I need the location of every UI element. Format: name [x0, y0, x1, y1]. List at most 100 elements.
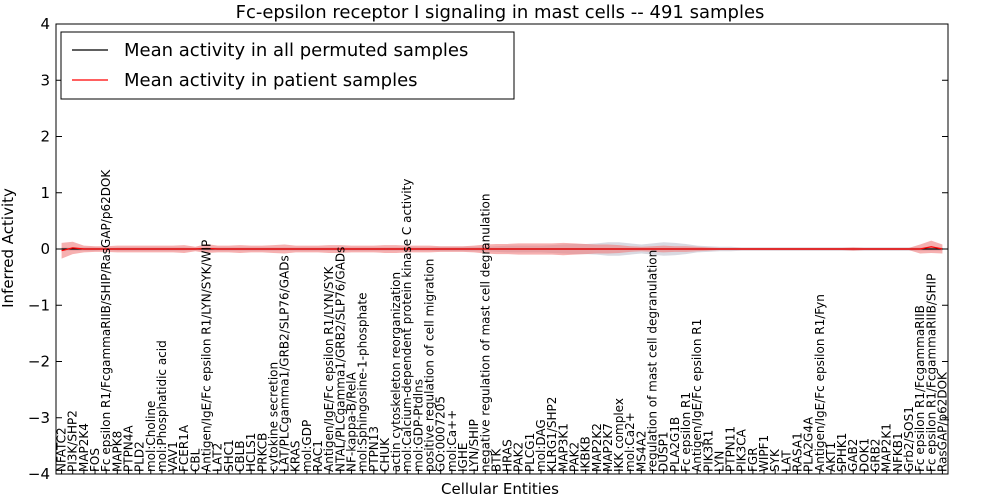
x-tick-label: GAB2: [846, 439, 860, 472]
x-tick-label: Fc epsilon R1/FcgammaRIIB/SHIP: [924, 274, 938, 472]
x-tick-label: KRAS: [289, 440, 303, 472]
series-line-1: [61, 246, 943, 252]
x-tick-label: PLA2G4A: [802, 416, 816, 472]
x-tick-label: PLA2G1B: [668, 417, 682, 472]
x-tick-label: RasGAP/p62DOK: [935, 371, 949, 472]
x-tick-label: Antigen/IgE/Fc epsilon R1/Fyn: [813, 294, 827, 472]
x-tick-label: regulation of mast cell degranulation: [646, 250, 660, 472]
x-tick-label: NF-kappa-B/RelA: [344, 371, 358, 472]
x-tick-label: NFKB1: [891, 432, 905, 472]
x-tick-label: mol:GDP: [300, 420, 314, 472]
x-tick-label: actin cytoskeleton reorganization: [389, 272, 403, 472]
x-tick-label: LYN: [712, 451, 726, 472]
x-tick-label: PIK3CA: [735, 428, 749, 472]
x-tick-label: HRAS: [501, 439, 515, 472]
x-tick-label: MS4A2: [634, 431, 648, 472]
x-tick-label: mol:Ca++: [445, 410, 459, 472]
x-tick-label: PAK2: [512, 442, 526, 472]
y-tick-label: −2: [28, 353, 50, 371]
x-tick-label: mol:DAG: [534, 419, 548, 472]
x-tick-label: IKBKB: [579, 436, 593, 472]
x-tick-label: IGHE: [456, 443, 470, 472]
x-tick-label: SYK: [768, 448, 782, 472]
x-tick-label: GRB2: [869, 438, 883, 472]
x-axis-label: Cellular Entities: [441, 480, 559, 498]
x-tick-label: PAK2: [567, 442, 581, 472]
legend-label: Mean activity in all permuted samples: [124, 40, 468, 61]
x-tick-label: MAP2K7: [601, 423, 615, 472]
x-tick-label: MAP2K4: [77, 423, 91, 472]
x-tick-label: Fc epsilon R1/FcgammaRIIB: [913, 305, 927, 472]
x-tick-label: mol:Choline: [144, 401, 158, 472]
x-tick-label: RASA1: [790, 432, 804, 472]
y-axis-label: Inferred Activity: [0, 188, 17, 308]
x-tick-label: FGR: [746, 447, 760, 472]
x-tick-label: FCER1A: [177, 424, 191, 472]
x-tick-label: DUSP1: [657, 431, 671, 472]
x-tick-label: positive regulation of cell migration: [423, 259, 437, 472]
x-tick-label: NFATC2: [55, 427, 69, 472]
x-tick-label: LAT: [779, 450, 793, 472]
x-tick-label: Fc epsilon R1/FcgammaRIIB/SHIP/RasGAP/p6…: [99, 169, 113, 472]
y-tick-label: 4: [40, 15, 50, 33]
y-ticks: 4 3 2 1 0 −1 −2 −3 −4: [28, 15, 948, 483]
x-tick-label: RAC1: [311, 440, 325, 472]
x-tick-label: BTK: [489, 447, 503, 472]
x-tick-label: LAT2: [211, 443, 225, 472]
x-tick-label: KLRG1/SHP2: [545, 397, 559, 472]
x-tick-label: NTAL/PLCgamma1/GRB2/SLP76/GADs: [333, 247, 347, 472]
plot-frame: [55, 23, 949, 475]
x-tick-label: negative regulation of mast cell degranu…: [478, 193, 492, 472]
x-tick-label: PI3K/SHP2: [66, 410, 80, 472]
x-tick-label: mol:Sphingosine-1-phosphate: [356, 293, 370, 473]
x-tick-label: Fc epsilon R1: [679, 392, 693, 472]
x-tick-label: IKK complex: [612, 398, 626, 472]
x-tick-label: LYN/SHIP: [467, 419, 481, 472]
x-tick-label: Antigen/IgE/Fc epsilon R1/LYN/SYK/WIP: [200, 240, 214, 472]
x-tick-label: Grb2/SOS1: [902, 406, 916, 472]
y-tick-label: −3: [28, 409, 50, 427]
x-tick-label: mol:Ca2+: [623, 412, 637, 472]
x-tick-label: Antigen/IgE/Fc epsilon R1/LYN/SYK: [322, 265, 336, 472]
x-tick-label: WIPF1: [757, 435, 771, 472]
x-tick-label: cytokine secretion: [266, 362, 280, 472]
x-tick-label: VAV1: [166, 441, 180, 472]
x-tick-label: CBL: [188, 448, 202, 472]
x-tick-label: SPHK1: [835, 433, 849, 472]
x-tick-label: mol:Calcium-dependent protein kinase C a…: [400, 179, 414, 472]
x-tick-label: MAP3K1: [556, 423, 570, 472]
x-tick-label: mol:GDP-Ptdlns: [411, 379, 425, 472]
y-tick-label: 0: [40, 240, 50, 258]
legend: Mean activity in all permuted samples Mea…: [60, 31, 515, 100]
legend-label: Mean activity in patient samples: [124, 70, 418, 91]
x-tick-label: mol:Phosphatidic acid: [155, 340, 169, 472]
x-tick-label: PTPN11: [724, 426, 738, 472]
x-tick-label: MAPK8: [110, 431, 124, 472]
x-tick-label: AKT1: [824, 442, 838, 472]
x-tick-label: LAT/PLCgamma1/GRB2/SLP76/GADs: [278, 255, 292, 472]
y-tick-label: 2: [40, 128, 50, 146]
y-tick-label: −1: [28, 296, 50, 314]
legend-box: [60, 31, 515, 100]
x-tick-label: CBLB: [233, 440, 247, 472]
y-tick-label: 3: [40, 71, 50, 89]
x-tick-label: MAP2K2: [590, 423, 604, 472]
x-tick-label: PIK3R1: [701, 430, 715, 472]
x-tick-label: DOK1: [857, 438, 871, 472]
x-tick-label: Antigen/IgE/Fc epsilon R1: [690, 319, 704, 472]
x-tick-label: PRKCB: [255, 433, 269, 472]
x-tick-label: PLCG1: [523, 433, 537, 472]
x-tick-label: MAP2K1: [880, 423, 894, 472]
x-tick-label: GO:0007205: [434, 396, 448, 472]
x-tick-label: PLD2: [133, 441, 147, 472]
series-lines: [56, 246, 948, 252]
x-tick-label: SHC1: [222, 439, 236, 472]
x-tick-label: CHUK: [378, 437, 392, 472]
x-tick-label: PTPN4A: [121, 425, 135, 472]
x-tick-label: HCLS1: [244, 433, 258, 472]
y-tick-label: −4: [28, 465, 50, 483]
chart-title: Fc-epsilon receptor I signaling in mast …: [236, 2, 765, 23]
x-tick-label: FOS: [88, 448, 102, 472]
